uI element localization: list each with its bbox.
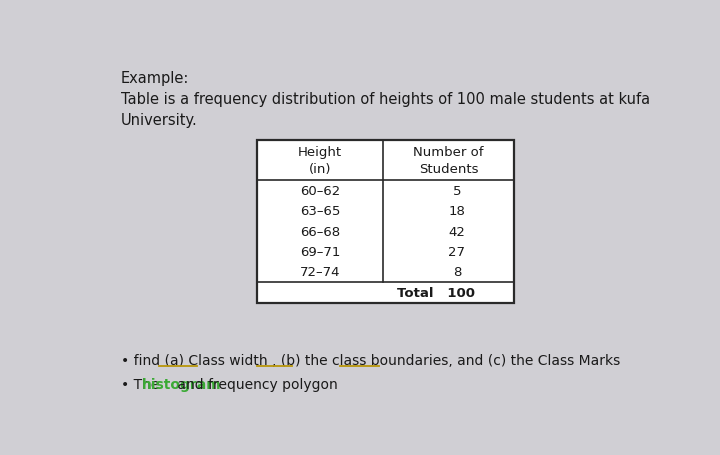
Text: 66–68: 66–68: [300, 225, 341, 238]
Text: 8: 8: [453, 266, 461, 278]
Text: 60–62: 60–62: [300, 184, 341, 197]
Text: • find (a) Class width , (b) the class boundaries, and (c) the Class Marks: • find (a) Class width , (b) the class b…: [121, 353, 620, 367]
Text: Example:: Example:: [121, 71, 189, 86]
Text: Table is a frequency distribution of heights of 100 male students at kufa
Univer: Table is a frequency distribution of hei…: [121, 91, 650, 127]
Text: Total   100: Total 100: [397, 286, 475, 299]
Text: 27: 27: [449, 245, 465, 258]
Text: 18: 18: [449, 205, 465, 217]
Text: 69–71: 69–71: [300, 245, 341, 258]
Text: • The: • The: [121, 378, 163, 392]
Text: histogram: histogram: [142, 378, 221, 392]
Text: and frequency polygon: and frequency polygon: [173, 378, 338, 392]
Text: Height
(in): Height (in): [298, 146, 342, 175]
Text: 63–65: 63–65: [300, 205, 341, 217]
Text: 5: 5: [453, 184, 461, 197]
Text: 72–74: 72–74: [300, 266, 341, 278]
Text: Number of
Students: Number of Students: [413, 146, 484, 175]
Text: 42: 42: [449, 225, 465, 238]
